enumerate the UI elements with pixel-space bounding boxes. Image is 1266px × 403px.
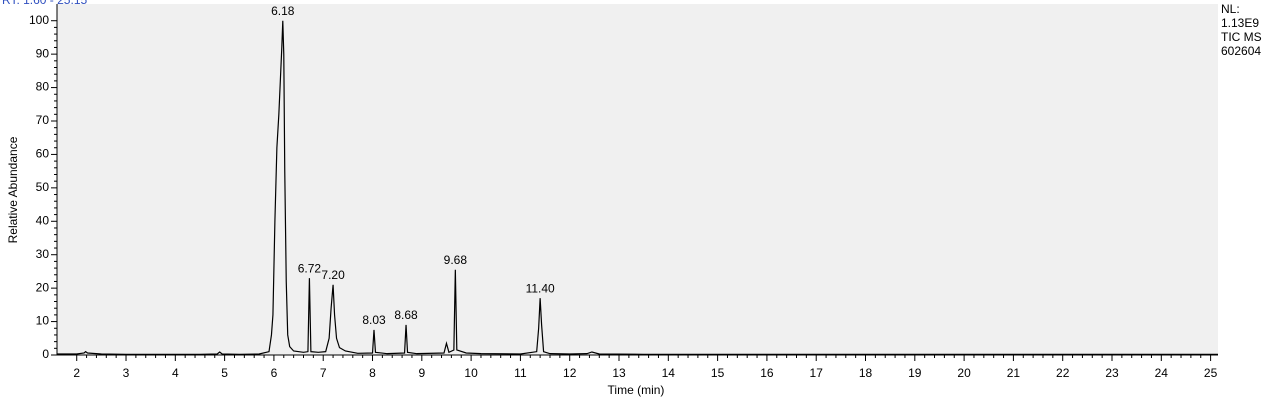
y-tick-label: 60	[36, 147, 50, 161]
x-tick-label: 23	[1105, 366, 1119, 380]
info-text: TIC MS	[1221, 30, 1262, 44]
chromatogram-line	[57, 20, 1218, 355]
y-tick-label: 10	[36, 314, 50, 328]
peak-label: 9.68	[444, 253, 468, 267]
x-tick-label: 24	[1155, 366, 1169, 380]
x-tick-label: 3	[123, 366, 130, 380]
x-tick-label: 2	[73, 366, 80, 380]
y-axis-label: Relative Abundance	[6, 136, 20, 243]
y-tick-label: 0	[42, 347, 49, 361]
x-tick-label: 13	[612, 366, 626, 380]
x-tick-label: 10	[464, 366, 478, 380]
x-tick-label: 14	[662, 366, 676, 380]
x-tick-label: 19	[908, 366, 922, 380]
y-tick-label: 80	[36, 80, 50, 94]
peak-label: 8.03	[362, 313, 386, 327]
peak-label: 7.20	[321, 268, 345, 282]
x-tick-label: 6	[271, 366, 278, 380]
info-text: 1.13E9	[1221, 16, 1259, 30]
plot-area	[57, 4, 1218, 355]
x-axis-label: Time (min)	[608, 383, 665, 397]
info-text: 602604	[1221, 44, 1261, 58]
peak-label: 6.72	[298, 261, 322, 275]
x-tick-label: 12	[563, 366, 577, 380]
x-tick-label: 5	[221, 366, 228, 380]
info-text: NL:	[1221, 2, 1240, 16]
x-tick-label: 7	[320, 366, 327, 380]
peak-label: 8.68	[394, 308, 418, 322]
x-tick-label: 15	[711, 366, 725, 380]
x-tick-label: 20	[957, 366, 971, 380]
x-tick-label: 18	[859, 366, 873, 380]
peak-label: 11.40	[526, 281, 555, 295]
y-tick-label: 40	[36, 213, 50, 227]
y-tick-label: 30	[36, 247, 50, 261]
range-text: RT: 1.60 - 25.15	[2, 0, 87, 7]
peak-label: 6.18	[271, 4, 295, 18]
y-tick-label: 100	[29, 13, 49, 27]
y-tick-label: 70	[36, 113, 50, 127]
x-tick-label: 21	[1007, 366, 1021, 380]
x-tick-label: 11	[514, 366, 527, 380]
x-tick-label: 8	[369, 366, 376, 380]
y-tick-label: 50	[36, 180, 50, 194]
x-tick-label: 4	[172, 366, 179, 380]
x-tick-label: 17	[810, 366, 824, 380]
y-tick-label: 20	[36, 280, 50, 294]
x-tick-label: 16	[760, 366, 774, 380]
x-tick-label: 9	[418, 366, 425, 380]
y-tick-label: 90	[36, 46, 50, 60]
x-tick-label: 22	[1056, 366, 1070, 380]
x-tick-label: 25	[1204, 366, 1218, 380]
